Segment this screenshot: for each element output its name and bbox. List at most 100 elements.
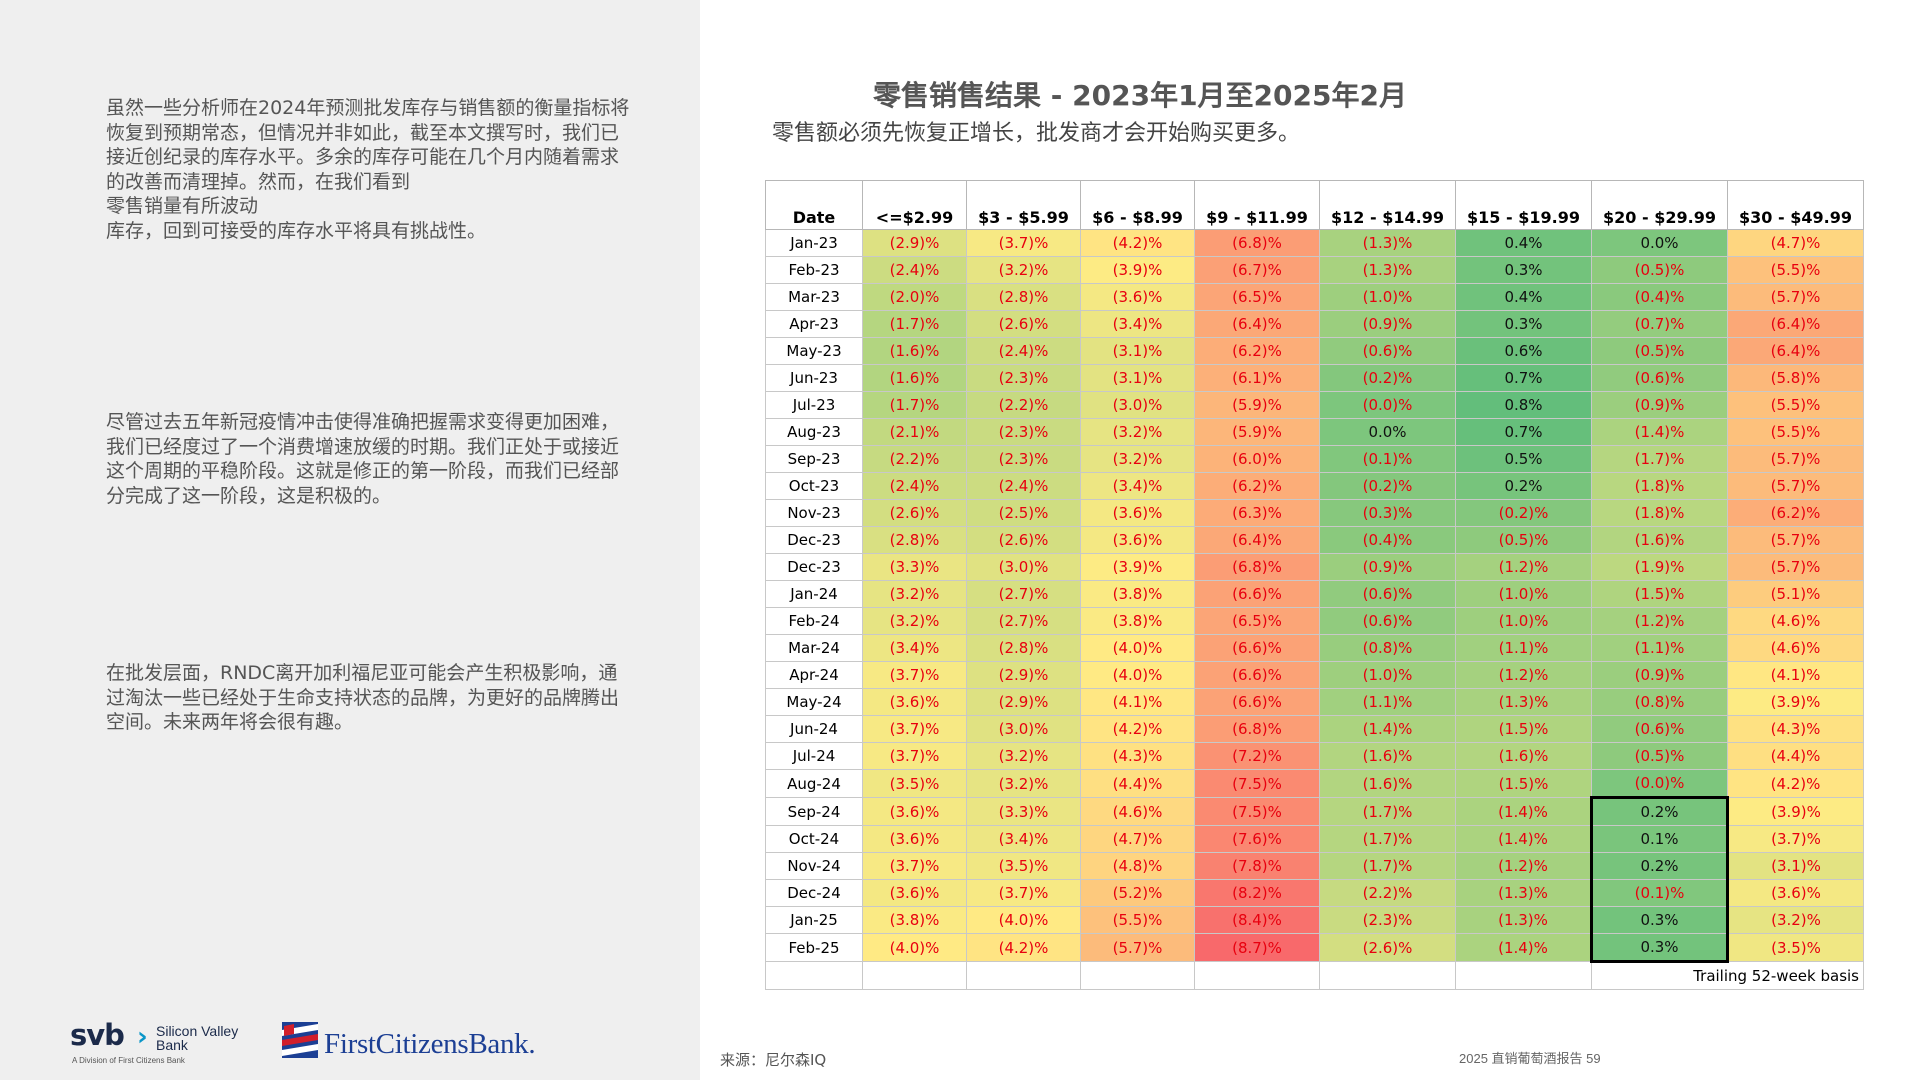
svb-logo: svb › Silicon Valley Bank A Division of …	[70, 1018, 250, 1066]
empty-cell	[1080, 961, 1195, 990]
value-cell: (3.1)%	[1080, 364, 1195, 392]
value-cell: (2.9)%	[862, 229, 967, 257]
value-cell: (1.6)%	[862, 337, 967, 365]
chevron-right-icon: ›	[137, 1022, 148, 1052]
value-cell: (3.6)%	[862, 879, 967, 907]
value-cell: (1.1)%	[1455, 634, 1592, 662]
value-cell: (4.1)%	[1727, 661, 1864, 689]
value-cell: (5.7)%	[1727, 553, 1864, 581]
value-cell: (3.4)%	[862, 634, 967, 662]
value-cell: 0.5%	[1455, 445, 1592, 473]
value-cell: (6.5)%	[1194, 607, 1320, 635]
value-cell: (0.5)%	[1591, 742, 1728, 770]
date-cell: Jun-23	[765, 364, 863, 392]
value-cell: (2.8)%	[862, 526, 967, 554]
date-cell: Oct-23	[765, 472, 863, 500]
table-row: Mar-23 (2.0)% (2.8)% (3.6)% (6.5)% (1.0)% 0.4%…	[765, 283, 1864, 311]
table-row: Jan-24 (3.2)% (2.7)% (3.8)% (6.6)% (0.6)% (1.0…	[765, 580, 1864, 608]
value-cell: (0.9)%	[1591, 391, 1728, 419]
value-cell: (7.2)%	[1194, 742, 1320, 770]
table-row: Dec-24 (3.6)% (3.7)% (5.2)% (8.2)% (2.2)% (1.3…	[765, 879, 1864, 907]
value-cell: (1.8)%	[1591, 472, 1728, 500]
value-cell: (1.8)%	[1591, 499, 1728, 527]
value-cell: (0.5)%	[1591, 256, 1728, 284]
value-cell: (2.6)%	[1319, 933, 1456, 962]
value-cell: 0.3%	[1590, 906, 1729, 934]
value-cell: (3.3)%	[966, 797, 1081, 826]
value-cell: (4.0)%	[1080, 634, 1195, 662]
value-cell: (1.0)%	[1319, 661, 1456, 689]
value-cell: (1.6)%	[1591, 526, 1728, 554]
value-cell: (0.9)%	[1591, 661, 1728, 689]
table-row: Oct-24 (3.6)% (3.4)% (4.7)% (7.6)% (1.7)% (1.4…	[765, 825, 1864, 853]
value-cell: (0.8)%	[1319, 634, 1456, 662]
value-cell: (3.7)%	[1727, 825, 1864, 853]
date-cell: Jan-23	[765, 229, 863, 257]
value-cell: (4.2)%	[1080, 715, 1195, 743]
date-cell: Apr-24	[765, 661, 863, 689]
value-cell: (0.9)%	[1319, 553, 1456, 581]
page-subtitle: 零售额必须先恢复正增长，批发商才会开始购买更多。	[772, 121, 1301, 146]
value-cell: (3.9)%	[1080, 256, 1195, 284]
value-cell: (3.6)%	[1080, 499, 1195, 527]
date-cell: Dec-23	[765, 553, 863, 581]
date-cell: Jan-25	[765, 906, 863, 934]
value-cell: (5.9)%	[1194, 418, 1320, 446]
value-cell: (0.9)%	[1319, 310, 1456, 338]
value-cell: 0.7%	[1455, 418, 1592, 446]
value-cell: (3.9)%	[1080, 553, 1195, 581]
value-cell: 0.2%	[1590, 852, 1729, 880]
value-cell: (3.1)%	[1727, 852, 1864, 880]
date-cell: Sep-24	[765, 797, 863, 826]
value-cell: (0.5)%	[1455, 526, 1592, 554]
value-cell: (1.7)%	[862, 310, 967, 338]
value-cell: 0.2%	[1455, 472, 1592, 500]
value-cell: (5.8)%	[1727, 364, 1864, 392]
date-cell: Aug-23	[765, 418, 863, 446]
value-cell: (1.9)%	[1591, 553, 1728, 581]
value-cell: 0.3%	[1455, 256, 1592, 284]
value-cell: (6.6)%	[1194, 661, 1320, 689]
empty-cell	[765, 961, 863, 990]
value-cell: (0.6)%	[1591, 364, 1728, 392]
value-cell: (0.1)%	[1319, 445, 1456, 473]
table-row: Aug-24 (3.5)% (3.2)% (4.4)% (7.5)% (1.6)% (1.5…	[765, 769, 1864, 798]
date-cell: Jul-24	[765, 742, 863, 770]
column-header: $12 - $14.99	[1319, 180, 1456, 230]
value-cell: (3.7)%	[862, 852, 967, 880]
value-cell: (3.0)%	[1080, 391, 1195, 419]
source-note: 来源：尼尔森IQ	[720, 1051, 827, 1069]
table-row: Apr-24 (3.7)% (2.9)% (4.0)% (6.6)% (1.0)% (1.2…	[765, 661, 1864, 689]
value-cell: (6.8)%	[1194, 715, 1320, 743]
value-cell: (1.2)%	[1455, 553, 1592, 581]
value-cell: (4.0)%	[966, 906, 1081, 934]
value-cell: 0.3%	[1590, 933, 1729, 963]
value-cell: (3.6)%	[862, 688, 967, 716]
value-cell: 0.8%	[1455, 391, 1592, 419]
value-cell: (4.2)%	[1080, 229, 1195, 257]
value-cell: (2.3)%	[966, 364, 1081, 392]
value-cell: (4.3)%	[1080, 742, 1195, 770]
value-cell: (4.6)%	[1080, 797, 1195, 826]
empty-cell	[862, 961, 967, 990]
value-cell: (3.4)%	[1080, 310, 1195, 338]
value-cell: (1.4)%	[1591, 418, 1728, 446]
value-cell: (0.8)%	[1591, 688, 1728, 716]
svb-logo-mark: svb	[70, 1018, 125, 1052]
table-row: Jun-23 (1.6)% (2.3)% (3.1)% (6.1)% (0.2)% 0.7%…	[765, 364, 1864, 392]
value-cell: (1.3)%	[1319, 229, 1456, 257]
value-cell: (2.8)%	[966, 283, 1081, 311]
value-cell: (3.7)%	[966, 879, 1081, 907]
value-cell: (6.8)%	[1194, 229, 1320, 257]
value-cell: (2.0)%	[862, 283, 967, 311]
value-cell: (3.6)%	[862, 797, 967, 826]
value-cell: (6.8)%	[1194, 553, 1320, 581]
value-cell: (1.5)%	[1591, 580, 1728, 608]
value-cell: (3.2)%	[966, 742, 1081, 770]
commentary-paragraph-1: 虽然一些分析师在2024年预测批发库存与销售额的衡量指标将恢复到预期常态，但情况…	[106, 97, 630, 242]
value-cell: (0.6)%	[1591, 715, 1728, 743]
value-cell: (3.5)%	[966, 852, 1081, 880]
column-header: <=$2.99	[862, 180, 967, 230]
value-cell: (3.9)%	[1727, 797, 1864, 826]
column-header: $9 - $11.99	[1194, 180, 1320, 230]
